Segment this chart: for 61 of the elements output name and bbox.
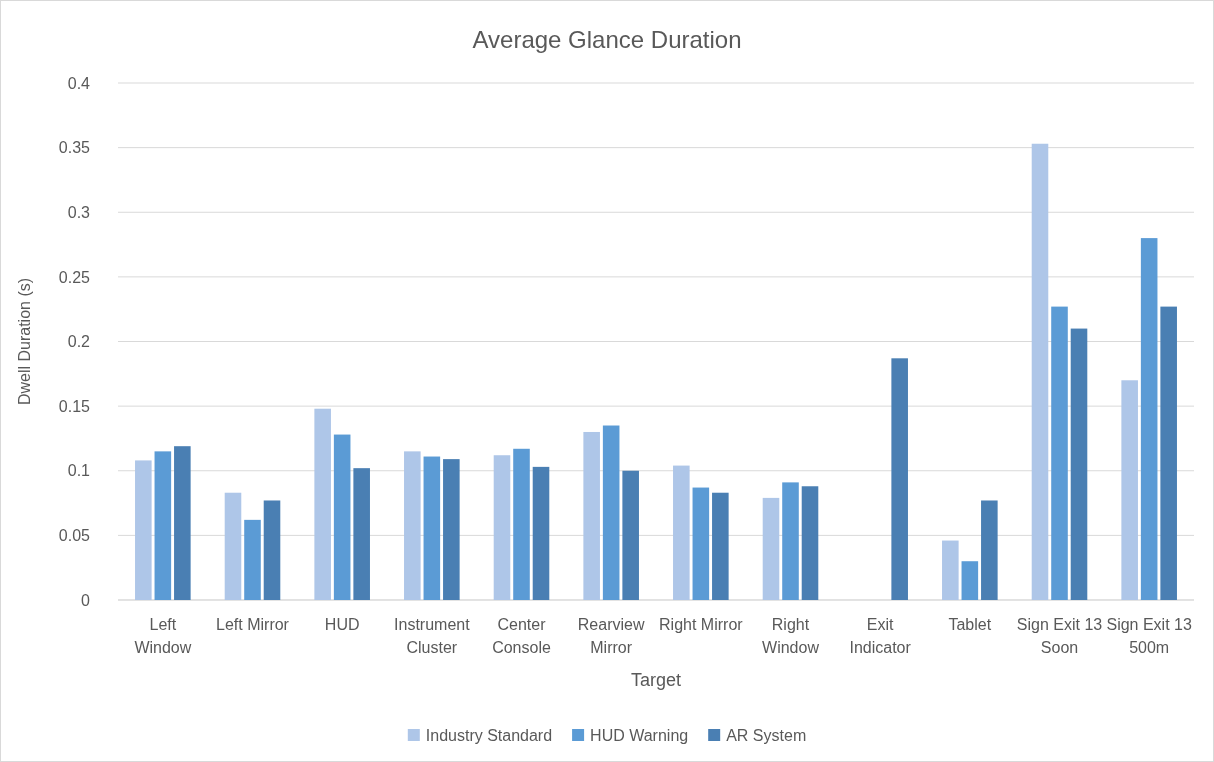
x-tick-label: Center Console: [492, 616, 551, 656]
x-tick-label: HUD: [324, 616, 360, 633]
bar: [1140, 238, 1158, 600]
bar: [154, 451, 172, 600]
bar: [404, 451, 421, 600]
bar: [692, 487, 710, 600]
x-tick-label: Exit Indicator: [849, 616, 912, 656]
bar: [1121, 380, 1138, 600]
bar: [981, 500, 998, 600]
bar: [353, 468, 370, 600]
x-tick-label: Right Mirror: [659, 616, 744, 633]
y-axis-title: Dwell Duration (s): [16, 277, 33, 406]
bar: [622, 470, 639, 600]
bar: [174, 446, 191, 600]
x-tick-label: Left Mirror: [216, 616, 290, 633]
bar: [532, 466, 550, 600]
bar: [602, 425, 620, 600]
bar: [942, 540, 959, 600]
bar: [1160, 306, 1177, 600]
bar: [224, 492, 242, 600]
y-tick-label: 0.3: [67, 203, 91, 221]
chart-title: Average Glance Duration: [472, 26, 742, 53]
y-tick-label: 0.4: [67, 74, 91, 92]
y-tick-label: 0.25: [58, 268, 91, 286]
bar: [782, 482, 799, 600]
bar: [712, 492, 729, 600]
x-tick-label: Sign Exit 13 Soon: [1016, 616, 1103, 656]
y-tick-label: 0.05: [58, 526, 91, 544]
bar: [314, 408, 331, 600]
y-tick-label: 0: [81, 591, 91, 609]
bar: [423, 456, 441, 600]
bar: [135, 460, 152, 600]
x-axis-title: Target: [630, 670, 682, 690]
bar: [263, 500, 281, 600]
bar: [333, 434, 351, 600]
bar: [443, 459, 460, 600]
bar: [801, 486, 819, 600]
y-tick-label: 0.15: [58, 397, 91, 415]
legend-label: HUD Warning: [590, 727, 689, 744]
bar: [513, 448, 530, 600]
bar: [1051, 306, 1068, 600]
legend-label: AR System: [726, 727, 807, 744]
x-tick-label: Sign Exit 13 500m: [1106, 616, 1192, 656]
bar: [493, 455, 511, 600]
bar: [762, 497, 780, 600]
bar: [673, 465, 690, 600]
y-tick-label: 0.2: [67, 333, 91, 351]
bar: [1031, 143, 1049, 600]
bar: [1070, 328, 1088, 600]
bar: [583, 431, 600, 600]
x-tick-label: Tablet: [948, 616, 992, 633]
bar: [244, 519, 261, 600]
bar: [891, 358, 908, 600]
x-tick-label: Left Window: [134, 616, 192, 656]
bar: [961, 561, 979, 600]
x-tick-label: Rearview Mirror: [577, 616, 645, 656]
y-tick-label: 0.1: [67, 462, 91, 480]
legend-label: Industry Standard: [425, 727, 553, 744]
x-tick-label: Instrument Cluster: [394, 616, 471, 656]
y-tick-label: 0.35: [58, 139, 91, 157]
x-tick-label: Right Window: [762, 616, 820, 656]
